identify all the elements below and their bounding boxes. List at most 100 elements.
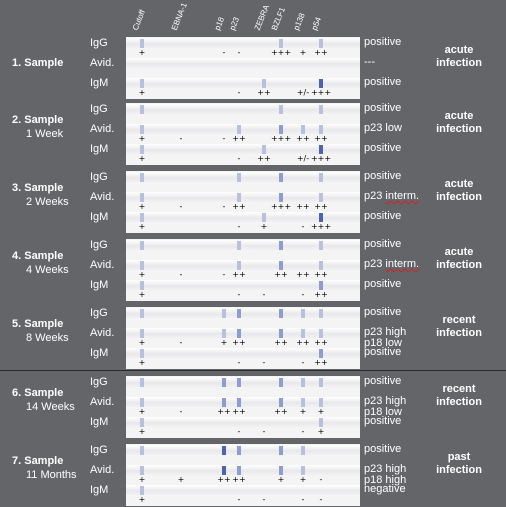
reactivity-symbol: ++ (274, 407, 288, 416)
interpretation-line: infection (436, 123, 482, 135)
band-p54 (319, 309, 323, 318)
sample-title: 1. Sample (12, 57, 64, 69)
reactivity-symbol: ++ (217, 407, 231, 416)
blot-strip (126, 38, 360, 48)
row-label-avid: Avid. (90, 327, 115, 339)
sample-title: 3. Sample (12, 182, 64, 194)
reactivity-symbol: - (237, 88, 241, 97)
row-label-igm: IgM (90, 416, 109, 428)
reactivity-symbol: ++ (314, 358, 328, 367)
band-p54 (319, 281, 323, 290)
reactivity-symbol: - (179, 202, 183, 211)
reactivity-symbol: ++ (296, 270, 310, 279)
row-label-avid: Avid. (90, 191, 115, 203)
band-cutoff (140, 213, 144, 222)
band-bzlf1 (279, 309, 283, 318)
reactivity-symbol: + (138, 358, 146, 367)
interpretation-line: acute (444, 246, 474, 258)
reactivity-symbol: + (299, 407, 307, 416)
band-cutoff (140, 39, 144, 48)
row-label-avid: Avid. (90, 123, 115, 135)
sample-subtitle: 1 Week (26, 128, 64, 140)
row-label-igm: IgM (90, 211, 109, 223)
blot-strip (126, 104, 360, 114)
band-cutoff (140, 398, 144, 407)
sample-title: 2. Sample (12, 114, 64, 126)
section-divider (0, 370, 506, 371)
reactivity-symbol: + (138, 407, 146, 416)
band-cutoff (140, 418, 144, 427)
interpretation-label: past infection (420, 451, 498, 477)
band-zebra (262, 145, 266, 154)
reactivity-symbol: +/- (296, 88, 310, 97)
blot-strip (126, 485, 360, 495)
band-p138 (301, 125, 305, 134)
band-cutoff (140, 241, 144, 250)
row-result: p23 interm. (364, 259, 419, 270)
band-p54 (319, 39, 323, 48)
band-cutoff (140, 349, 144, 358)
reactivity-symbol: + (299, 475, 307, 484)
reactivity-symbol: ++ (232, 270, 246, 279)
band-p23 (237, 241, 241, 250)
reactivity-symbol: ++ (314, 338, 328, 347)
reactivity-symbol: + (138, 134, 146, 143)
band-bzlf1 (279, 378, 283, 387)
reactivity-symbol: +++ (310, 222, 332, 231)
row-label-avid: Avid. (90, 259, 115, 271)
column-header-p138: p138 (291, 11, 307, 32)
sample-title: 4. Sample (12, 250, 64, 262)
band-p54 (319, 213, 323, 222)
band-cutoff (140, 105, 144, 114)
reactivity-symbol: - (222, 270, 226, 279)
reactivity-symbol: + (260, 222, 268, 231)
blot-strip (126, 240, 360, 250)
reactivity-symbol: + (138, 475, 146, 484)
reactivity-symbol: - (301, 222, 305, 231)
band-p138 (301, 466, 305, 475)
blot-strip (126, 328, 360, 338)
reactivity-symbol: ++ (232, 134, 246, 143)
blot-strip (126, 465, 360, 475)
reactivity-symbol: +++ (310, 154, 332, 163)
result-text: p23 (364, 190, 386, 202)
row-result: positive (364, 375, 402, 387)
band-bzlf1 (279, 329, 283, 338)
row-result: positive (364, 443, 402, 455)
reactivity-symbol: - (237, 48, 241, 57)
band-p138 (301, 329, 305, 338)
row-result: negative (364, 483, 406, 495)
reactivity-symbol: - (222, 48, 226, 57)
row-result: positive (364, 238, 402, 250)
band-bzlf1 (279, 105, 283, 114)
band-p23 (237, 261, 241, 270)
reactivity-symbol: - (262, 290, 266, 299)
reactivity-symbol: + (138, 88, 146, 97)
row-result: positive (364, 210, 402, 222)
reactivity-symbol: +++ (270, 134, 292, 143)
reactivity-symbol: - (262, 495, 266, 504)
band-cutoff (140, 281, 144, 290)
band-bzlf1 (279, 446, 283, 455)
interpretation-line: recent (442, 383, 476, 395)
row-label-igm: IgM (90, 484, 109, 496)
row-label-avid: Avid. (90, 464, 115, 476)
column-header-p23: p23 (227, 15, 242, 32)
blot-strip (126, 212, 360, 222)
band-bzlf1 (279, 39, 283, 48)
row-result: p23 high (364, 326, 407, 338)
reactivity-symbol: - (301, 495, 305, 504)
band-cutoff (140, 193, 144, 202)
reactivity-symbol: - (262, 358, 266, 367)
reactivity-symbol: + (277, 475, 285, 484)
sample-title: 5. Sample (12, 318, 64, 330)
reactivity-symbol: + (138, 48, 146, 57)
row-result: positive (364, 36, 402, 48)
reactivity-symbol: - (222, 202, 226, 211)
reactivity-symbol: ++ (296, 134, 310, 143)
blot-strip (126, 124, 360, 134)
row-label-igg: IgG (90, 103, 108, 115)
reactivity-symbol: + (138, 338, 146, 347)
band-bzlf1 (279, 125, 283, 134)
row-label-igm: IgM (90, 279, 109, 291)
